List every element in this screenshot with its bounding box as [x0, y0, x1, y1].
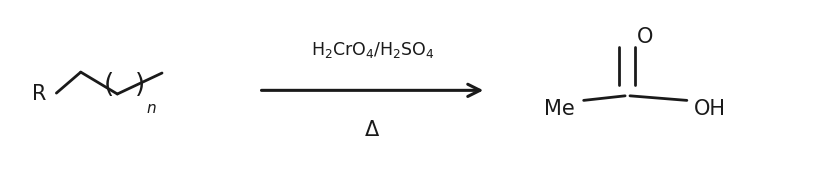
Text: R: R: [32, 84, 47, 104]
Text: Me: Me: [544, 99, 575, 119]
Text: (: (: [104, 72, 115, 98]
Text: Δ: Δ: [366, 121, 380, 140]
Text: $n$: $n$: [146, 101, 157, 116]
Text: O: O: [636, 27, 653, 47]
Text: OH: OH: [694, 99, 726, 119]
Text: ): ): [135, 72, 146, 98]
Text: H$_2$CrO$_4$/H$_2$SO$_4$: H$_2$CrO$_4$/H$_2$SO$_4$: [311, 40, 434, 60]
